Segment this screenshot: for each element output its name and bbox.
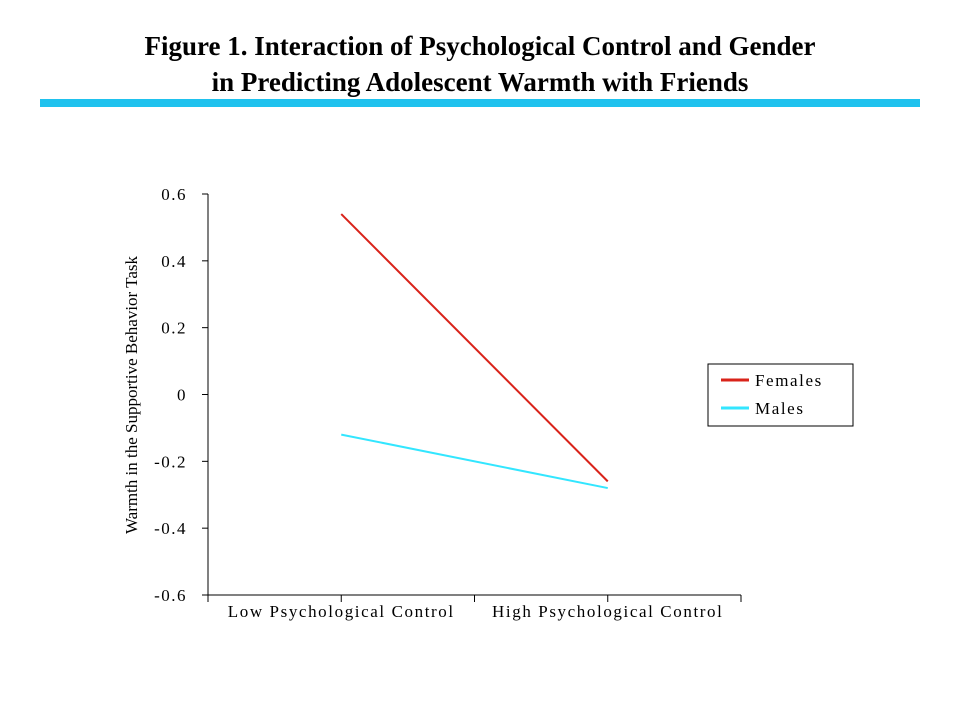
series-lines — [340, 213, 609, 490]
y-tick-label: 0.6 — [161, 185, 187, 204]
y-tick-label: 0.4 — [161, 252, 187, 271]
y-tick-label: -0.2 — [154, 452, 187, 471]
legend: Females Males — [707, 363, 854, 427]
x-tick-label: High Psychological Control — [492, 602, 723, 621]
series-line-females — [340, 213, 609, 483]
legend-label-females: Females — [755, 371, 823, 390]
y-ticks: 0.6 0.4 0.2 0 -0.2 -0.4 -0.6 — [154, 185, 208, 605]
x-ticks: Low Psychological Control High Psychologi… — [207, 595, 742, 621]
y-tick-label: -0.4 — [154, 519, 187, 538]
y-axis-label: Warmth in the Supportive Behavior Task — [122, 255, 141, 534]
y-tick-label: 0.2 — [161, 319, 187, 338]
legend-box — [707, 363, 854, 427]
x-tick-label: Low Psychological Control — [228, 602, 455, 621]
y-tick-label: 0 — [177, 386, 187, 405]
y-tick-label: -0.6 — [154, 586, 187, 605]
legend-label-males: Males — [755, 399, 805, 418]
series-line-males — [341, 433, 608, 490]
axes — [207, 194, 741, 596]
title-line-1: Figure 1. Interaction of Psychological C… — [144, 31, 816, 61]
chart-title: Figure 1. Interaction of Psychological C… — [0, 28, 960, 100]
title-line-2: in Predicting Adolescent Warmth with Fri… — [211, 67, 749, 97]
title-underline — [40, 99, 920, 107]
